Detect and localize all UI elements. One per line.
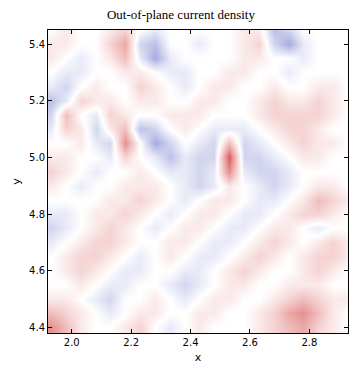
svg-text:4.8: 4.8	[29, 209, 45, 220]
svg-text:5.4: 5.4	[29, 39, 45, 50]
svg-text:2.6: 2.6	[242, 337, 258, 348]
svg-text:5.2: 5.2	[29, 95, 45, 106]
svg-text:2.2: 2.2	[123, 337, 139, 348]
svg-text:2.8: 2.8	[301, 337, 317, 348]
svg-text:5.0: 5.0	[29, 152, 45, 163]
svg-text:2.4: 2.4	[183, 337, 199, 348]
svg-text:4.4: 4.4	[29, 322, 45, 333]
svg-text:Out-of-plane current density: Out-of-plane current density	[107, 7, 256, 22]
svg-text:4.6: 4.6	[29, 265, 45, 276]
svg-text:2.0: 2.0	[64, 337, 80, 348]
svg-text:x: x	[195, 351, 202, 364]
svg-text:y: y	[10, 178, 23, 185]
